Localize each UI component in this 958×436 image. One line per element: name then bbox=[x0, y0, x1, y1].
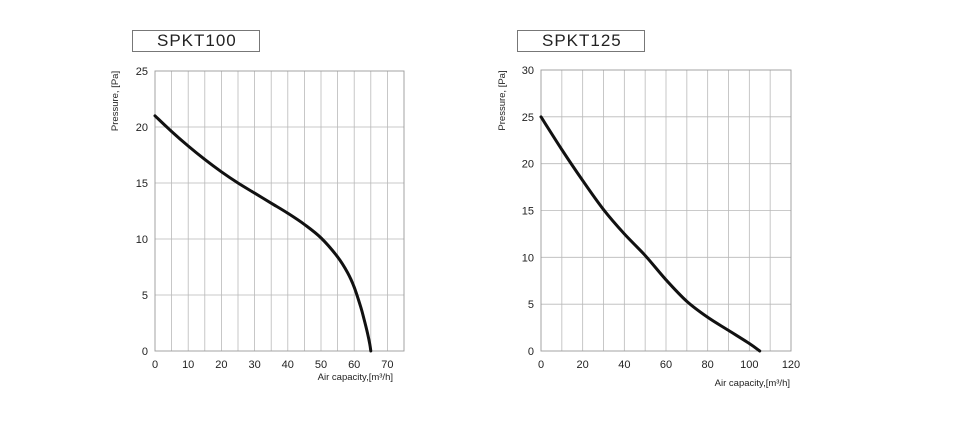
y-axis-title: Pressure, [Pa] bbox=[110, 71, 121, 131]
x-tick-label: 70 bbox=[381, 359, 393, 371]
x-tick-label: 10 bbox=[182, 359, 194, 371]
x-tick-label: 80 bbox=[702, 359, 714, 371]
y-tick-label: 30 bbox=[522, 65, 534, 77]
x-axis-title: Air capacity,[m³/h] bbox=[318, 372, 393, 383]
plot-frame bbox=[154, 70, 405, 352]
chart-spkt100: SPKT100 0 10 20 30 40 50 60 70 0 5 10 15 20 25 Air cap… bbox=[110, 30, 405, 383]
x-tick-label: 100 bbox=[740, 359, 758, 371]
y-tick-label: 25 bbox=[136, 66, 148, 78]
x-tick-label: 0 bbox=[538, 359, 544, 371]
x-axis-title: Air capacity,[m³/h] bbox=[715, 378, 790, 389]
chart-title: SPKT125 bbox=[517, 30, 645, 52]
y-tick-label: 0 bbox=[528, 346, 534, 358]
chart-spkt125: SPKT125 0 20 40 60 80 100 120 0 5 10 15 20 25 30 Air c… bbox=[479, 0, 958, 436]
plot-area: 0 20 40 60 80 100 120 0 5 10 15 20 25 30 Air capacity,… bbox=[497, 65, 800, 389]
x-tick-label: 40 bbox=[282, 359, 294, 371]
y-tick-label: 20 bbox=[136, 122, 148, 134]
chart-title: SPKT100 bbox=[132, 30, 260, 52]
y-tick-label: 25 bbox=[522, 112, 534, 124]
x-tick-label: 30 bbox=[248, 359, 260, 371]
y-tick-label: 15 bbox=[136, 178, 148, 190]
y-tick-label: 5 bbox=[528, 299, 534, 311]
x-tick-label: 60 bbox=[660, 359, 672, 371]
y-axis-title: Pressure, [Pa] bbox=[497, 70, 508, 130]
grid bbox=[155, 71, 404, 351]
y-tick-label: 10 bbox=[136, 234, 148, 246]
x-tick-label: 120 bbox=[782, 359, 800, 371]
series-line bbox=[153, 114, 373, 353]
y-tick-label: 15 bbox=[522, 206, 534, 218]
series-line bbox=[539, 115, 762, 353]
x-tick-label: 0 bbox=[152, 359, 158, 371]
grid bbox=[541, 70, 791, 351]
y-tick-label: 0 bbox=[142, 346, 148, 358]
x-tick-label: 40 bbox=[618, 359, 630, 371]
plot-frame bbox=[540, 69, 792, 352]
y-tick-label: 10 bbox=[522, 252, 534, 264]
y-tick-label: 5 bbox=[142, 290, 148, 302]
x-tick-label: 20 bbox=[215, 359, 227, 371]
x-tick-label: 20 bbox=[577, 359, 589, 371]
y-tick-label: 20 bbox=[522, 159, 534, 171]
x-tick-label: 60 bbox=[348, 359, 360, 371]
x-tick-label: 50 bbox=[315, 359, 327, 371]
plot-area: 0 10 20 30 40 50 60 70 0 5 10 15 20 25 Air capacity,[m… bbox=[110, 66, 405, 383]
